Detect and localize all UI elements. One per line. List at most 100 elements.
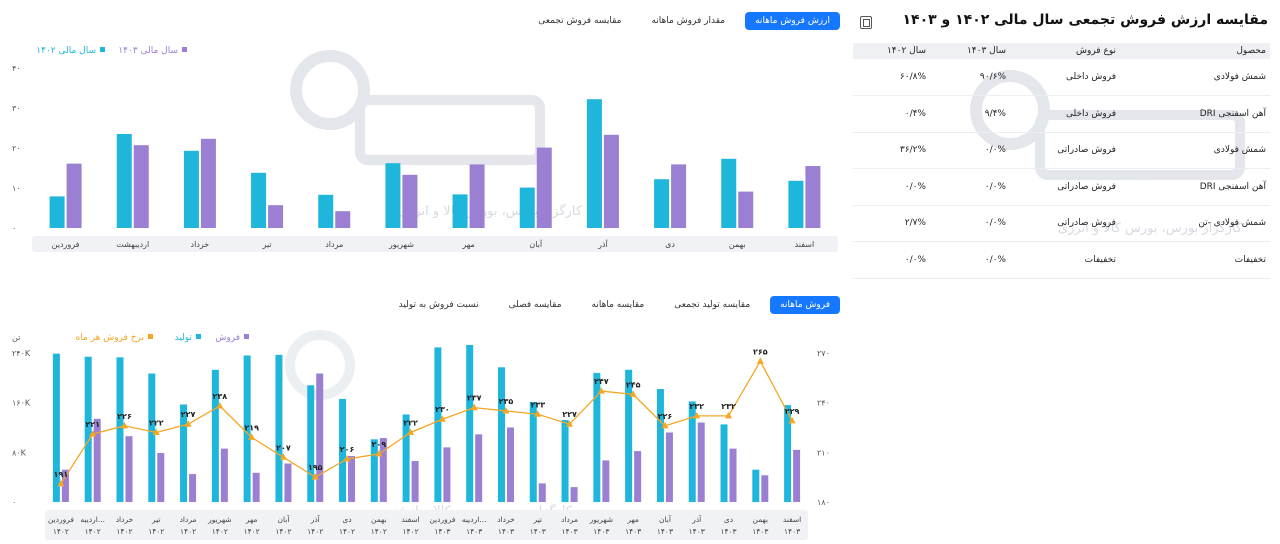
cell-1403: ۰/۰% [930, 241, 1010, 279]
rate-marker [279, 453, 287, 460]
tab-monthly-sales-value[interactable]: ارزش فروش ماهانه [745, 12, 840, 30]
rate-marker [597, 387, 605, 394]
x-tick-year: ۱۴۰۳ [657, 527, 673, 536]
bar-production [625, 369, 633, 502]
rate-data-label: ۲۲۲ [149, 418, 164, 427]
bar-production [656, 389, 664, 502]
rate-marker [438, 415, 446, 422]
tab-monthly-comparison[interactable]: مقایسه ماهانه [591, 300, 645, 310]
legend-swatch [100, 47, 105, 52]
rate-marker [502, 406, 510, 414]
rate-marker [248, 433, 256, 440]
left-tick-label: ۱۶۰K [12, 399, 31, 408]
x-tick-label: شهریور [388, 240, 414, 249]
x-tick-label: دی [724, 515, 733, 524]
bar [335, 211, 351, 228]
x-tick-year: ۱۴۰۳ [689, 527, 705, 536]
tab-cumulative-sales-comparison[interactable]: مقایسه فروش تجمعی [538, 16, 622, 26]
rate-data-label: ۲۱۹ [244, 423, 259, 432]
cell-product: آهن اسفنجی DRI [1120, 95, 1270, 133]
bar [603, 134, 619, 228]
x-tick-year: ۱۴۰۲ [85, 527, 101, 536]
bar-sales [220, 448, 228, 502]
bar-sales [316, 373, 324, 502]
rate-data-label: ۲۲۹ [785, 407, 800, 416]
legend-swatch [196, 334, 201, 339]
y-tick-label: ۴۰ [12, 64, 21, 73]
x-tick-label: تیر [151, 515, 161, 524]
x-tick-label: آبان [277, 514, 290, 524]
bar-production [720, 424, 728, 502]
cell-sale-type: فروش صادراتی [1010, 205, 1120, 242]
cell-1403: ۰/۰% [930, 168, 1010, 206]
x-tick-year: ۱۴۰۳ [720, 527, 736, 536]
x-tick-label: آذر [597, 239, 608, 249]
rate-data-label: ۲۳۷ [467, 394, 482, 403]
rate-marker [343, 454, 351, 462]
y-tick-label: ۰ [12, 224, 16, 233]
legend-label: سال مالی ۱۴۰۳ [118, 46, 178, 56]
rate-marker [216, 401, 224, 409]
x-tick-label: مهر [245, 515, 258, 524]
tab-cumulative-production[interactable]: مقایسه تولید تجمعی [674, 300, 751, 310]
rate-marker [693, 411, 701, 419]
tab-monthly-sales-quantity[interactable]: مقدار فروش ماهانه [651, 16, 726, 26]
bar [788, 180, 804, 228]
x-axis-band [32, 236, 838, 252]
bar-production [370, 439, 378, 502]
bar-production [52, 353, 60, 502]
bar [469, 164, 485, 228]
x-tick-label: فروردین [429, 515, 456, 524]
bar [251, 172, 267, 228]
legend-swatch [244, 334, 249, 339]
cell-1403: ۹۰/۶% [930, 59, 1010, 96]
bar-production [752, 469, 760, 502]
cell-1403: ۹/۴% [930, 95, 1010, 133]
rate-marker [756, 357, 764, 364]
bar-production [497, 367, 505, 502]
bar-production [402, 414, 410, 502]
x-tick-year: ۱۴۰۳ [625, 527, 641, 536]
bar-sales [697, 422, 705, 502]
bar-production [339, 398, 347, 502]
x-tick-year: ۱۴۰۲ [307, 527, 323, 536]
monthly-sales-production-chart: فروش تولید نرخ فروش هر ماه تن ۰ ۸۰K ۱۶۰K ۲۴۰K ۱۸… [12, 333, 830, 540]
legend-swatch [148, 334, 153, 339]
bar-sales [634, 451, 642, 502]
bar [721, 158, 737, 228]
x-tick-label: اردیبه... [462, 515, 487, 524]
header-year-1403: سال ۱۴۰۳ [930, 43, 1010, 59]
bar-sales [252, 472, 260, 502]
rate-data-label: ۲۲۱ [85, 420, 100, 429]
rate-data-label: ۲۲۲ [403, 418, 418, 427]
cell-1402: ۶۰/۸% [853, 59, 930, 96]
bar [671, 164, 687, 228]
x-tick-year: ۱۴۰۲ [339, 527, 355, 536]
tab-sales-to-production-ratio[interactable]: نسبت فروش به تولید [398, 300, 479, 310]
x-tick-label: بهمن [371, 515, 387, 524]
table-row: آهن اسفنجی DRI فروش صادراتی ۰/۰% ۰/۰% [853, 168, 1270, 206]
x-tick-label: اردیبه... [80, 515, 105, 524]
cell-product: تخفیفات [1120, 241, 1270, 279]
bar-production [529, 402, 537, 502]
x-tick-label: اسفند [795, 240, 815, 249]
rate-data-label: ۲۰۷ [276, 443, 291, 452]
left-tick-label: ۲۴۰K [12, 349, 31, 358]
bar-sales [61, 469, 69, 502]
bar-production [561, 420, 569, 502]
cell-1402: ۰/۰% [853, 241, 930, 279]
export-icon[interactable] [860, 16, 872, 29]
tab-monthly-sales[interactable]: فروش ماهانه [770, 296, 840, 314]
x-tick-label: اسفند [401, 515, 419, 524]
rate-data-label: ۲۳۰ [435, 405, 450, 414]
rate-data-label: ۲۲۶ [117, 412, 132, 421]
bar-production [434, 347, 442, 502]
bar-production [688, 401, 696, 502]
bar-sales [506, 427, 514, 502]
rate-data-label: ۲۶۵ [753, 347, 768, 356]
bar-sales [761, 475, 769, 502]
x-tick-label: دی [665, 240, 675, 249]
tab-seasonal-comparison[interactable]: مقایسه فصلی [508, 300, 562, 310]
header-sale-type: نوع فروش [1010, 43, 1120, 59]
bar-sales [729, 448, 737, 502]
